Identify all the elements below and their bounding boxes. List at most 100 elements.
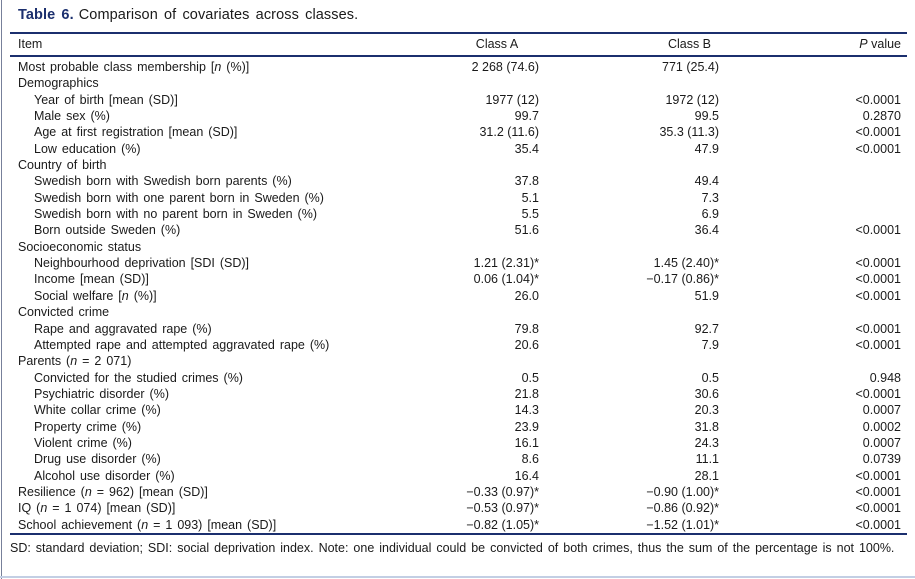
class-a-cell: 0.5	[521, 370, 539, 385]
class-a-cell: 2 268 (74.6)	[471, 60, 539, 74]
column-header-item: Item	[10, 33, 432, 57]
class-a-cell: 16.4	[514, 468, 539, 483]
class-a-cell: 20.6	[514, 337, 539, 352]
p-value-cell: 0.0002	[862, 419, 901, 434]
table-row: Rape and aggravated rape (%) 79.8 92.7 <0.0…	[10, 321, 907, 337]
class-a-cell: −0.82 (1.05)*	[466, 517, 539, 532]
class-b-cell	[562, 239, 747, 255]
table-caption-text: Comparison of covariates across classes.	[78, 7, 359, 23]
table-row: Resilience (n = 962) [mean (SD)] −0.33 (0…	[10, 484, 907, 500]
class-a-cell: 5.5	[521, 207, 539, 222]
item-cell: White collar crime (%)	[34, 403, 161, 418]
table-row: Income [mean (SD)] 0.06 (1.04)* −0.17 (0.8…	[10, 271, 907, 287]
item-cell: Male sex (%)	[34, 109, 110, 124]
table-row: Drug use disorder (%) 8.6 11.1 0.0739	[10, 451, 907, 467]
table-row: Socioeconomic status	[10, 239, 907, 255]
table-row: Convicted for the studied crimes (%) 0.5 0…	[10, 370, 907, 386]
item-cell: Convicted for the studied crimes (%)	[34, 370, 243, 385]
table-footnote: SD: standard deviation; SDI: social depr…	[10, 540, 895, 555]
item-cell: School achievement (n = 1 093) [mean (SD…	[18, 517, 277, 532]
item-cell: Alcohol use disorder (%)	[34, 468, 175, 483]
class-b-cell	[562, 304, 747, 320]
p-value-cell	[747, 173, 907, 189]
class-b-cell: 11.1	[695, 452, 719, 467]
p-value-cell: 0.948	[869, 370, 901, 385]
table-row: Swedish born with Swedish born parents (…	[10, 173, 907, 189]
p-value-cell: <0.0001	[855, 288, 901, 303]
table-row: Demographics	[10, 75, 907, 91]
class-a-cell: 21.8	[514, 386, 539, 401]
column-header-class-a: Class A	[432, 33, 562, 57]
class-b-cell: −0.17 (0.86)*	[646, 272, 719, 287]
p-value-cell: 0.0007	[862, 403, 901, 418]
class-a-cell: 8.6	[521, 452, 539, 467]
class-b-cell: 49.4	[694, 174, 719, 189]
class-b-cell: 24.3	[694, 435, 719, 450]
class-b-cell: 1.45 (2.40)*	[653, 256, 719, 271]
item-cell: Violent crime (%)	[34, 435, 132, 450]
class-a-cell: 79.8	[514, 321, 539, 336]
item-cell: Swedish born with no parent born in Swed…	[34, 207, 317, 222]
covariates-table: Item Class A Class B P value Most probab…	[10, 32, 907, 535]
class-a-cell: 37.8	[514, 174, 539, 189]
p-value-cell	[747, 206, 907, 222]
table-caption-label: Table 6.	[18, 7, 74, 23]
item-cell: Swedish born with Swedish born parents (…	[34, 174, 292, 189]
class-a-cell: 1977 (12)	[485, 92, 539, 107]
class-a-cell: −0.53 (0.97)*	[466, 501, 539, 516]
item-cell: Low education (%)	[34, 141, 141, 156]
table-row: Male sex (%) 99.7 99.5 0.2870	[10, 108, 907, 124]
class-b-cell: 92.7	[694, 321, 719, 336]
table-row: Alcohol use disorder (%) 16.4 28.1 <0.0001	[10, 468, 907, 484]
table-row: Violent crime (%) 16.1 24.3 0.0007	[10, 435, 907, 451]
p-value-cell: <0.0001	[855, 321, 901, 336]
class-b-cell: 1972 (12)	[665, 92, 719, 107]
p-value-cell	[747, 56, 907, 75]
p-value-cell	[747, 353, 907, 369]
page-left-edge-line	[1, 0, 2, 579]
table-row: Attempted rape and attempted aggravated …	[10, 337, 907, 353]
p-value-cell: 0.0739	[862, 452, 901, 467]
class-a-cell: 1.21 (2.31)*	[473, 256, 539, 271]
class-a-cell	[432, 239, 562, 255]
item-cell: Year of birth [mean (SD)]	[34, 92, 178, 107]
class-b-cell: 7.3	[701, 190, 719, 205]
class-a-cell: 35.4	[514, 141, 539, 156]
p-value-cell	[747, 304, 907, 320]
item-cell: Most probable class membership [n (%)]	[18, 60, 250, 74]
p-value-cell: <0.0001	[855, 256, 901, 271]
class-a-cell: −0.33 (0.97)*	[466, 484, 539, 499]
item-cell: Rape and aggravated rape (%)	[34, 321, 212, 336]
class-b-cell: 51.9	[694, 288, 719, 303]
class-b-cell: 6.9	[701, 207, 719, 222]
item-cell: Income [mean (SD)]	[34, 272, 149, 287]
column-header-class-b: Class B	[562, 33, 747, 57]
class-b-cell: 20.3	[694, 403, 719, 418]
table-row: Born outside Sweden (%) 51.6 36.4 <0.0001	[10, 222, 907, 238]
class-a-cell	[432, 75, 562, 91]
p-value-cell: <0.0001	[855, 337, 901, 352]
class-b-cell: −0.86 (0.92)*	[646, 501, 719, 516]
class-b-cell: 35.3 (11.3)	[659, 125, 719, 140]
class-b-cell: 0.5	[701, 370, 719, 385]
class-b-cell: 31.8	[694, 419, 719, 434]
table-row: Swedish born with one parent born in Swe…	[10, 190, 907, 206]
item-cell: Resilience (n = 962) [mean (SD)]	[18, 484, 208, 499]
p-value-cell	[747, 190, 907, 206]
class-a-cell: 14.3	[514, 403, 539, 418]
item-cell: Born outside Sweden (%)	[34, 223, 181, 238]
class-a-cell: 31.2 (11.6)	[479, 125, 539, 140]
table-row: Parents (n = 2 071)	[10, 353, 907, 369]
class-a-cell: 16.1	[514, 435, 539, 450]
class-b-cell: 47.9	[694, 141, 719, 156]
table-figure: Table 6. Comparison of covariates across …	[10, 0, 907, 556]
p-value-cell	[747, 239, 907, 255]
table-row: Most probable class membership [n (%)] 2 …	[10, 56, 907, 75]
page-bottom-edge-line	[0, 576, 915, 578]
item-cell: Attempted rape and attempted aggravated …	[34, 337, 330, 352]
p-value-cell: 0.0007	[862, 435, 901, 450]
table-row: Social welfare [n (%)] 26.0 51.9 <0.0001	[10, 288, 907, 304]
class-b-cell: 28.1	[694, 468, 719, 483]
p-value-cell: <0.0001	[855, 484, 901, 499]
item-cell: Psychiatric disorder (%)	[34, 386, 169, 401]
